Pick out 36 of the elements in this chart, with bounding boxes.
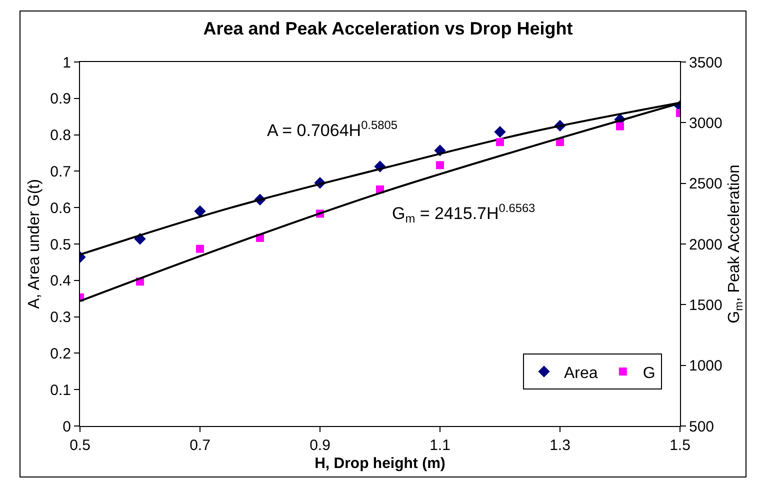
y-tick-label: 1 — [62, 54, 71, 72]
legend-label: G — [642, 364, 656, 382]
x-tick-label: 1.3 — [550, 437, 570, 454]
y2-tick-label: 1000 — [689, 358, 722, 375]
annotation: G$_{m}$ = 2415.7H$^{0.6563}$ — [392, 201, 536, 226]
x-tick-label: 0.9 — [310, 437, 330, 454]
y-tick-label: 0.7 — [50, 163, 71, 180]
point — [196, 244, 204, 253]
y-tick-label: 0.8 — [50, 127, 71, 144]
y-tick-label: 0.6 — [50, 200, 71, 217]
x-tick-label: 0.7 — [190, 437, 210, 454]
point — [616, 122, 624, 130]
y-tick-label: 0.3 — [50, 309, 71, 326]
x-tick-label: 1.1 — [430, 437, 450, 454]
point — [494, 126, 506, 138]
y2-tick-label: 3000 — [689, 114, 722, 132]
y2-tick-label: 2000 — [689, 236, 722, 254]
legend-label: Area — [564, 364, 598, 382]
y-tick-label: 0.1 — [50, 382, 71, 399]
annotation: A = 0.7064H$^{0.5805}$ — [267, 118, 398, 140]
x-tick-label: 1.5 — [670, 437, 690, 454]
chart-title: Area and Peak Acceleration vs Drop Height — [203, 18, 573, 38]
y-tick-label: 0.2 — [50, 345, 71, 362]
y-tick-label: 0.4 — [50, 272, 71, 290]
y2-tick-label: 3500 — [689, 54, 722, 72]
point — [194, 205, 206, 218]
point — [436, 161, 444, 170]
y2-tick-label: 2500 — [689, 176, 722, 193]
y-tick-label: 0.9 — [50, 90, 71, 108]
y-tick-label: 0 — [62, 418, 71, 436]
y-axis-title: A, Area under G(t) — [26, 179, 44, 309]
y-tick-label: 0.5 — [50, 236, 71, 254]
point — [496, 138, 504, 146]
x-axis-title: H, Drop height (m) — [314, 455, 446, 472]
y2-tick-label: 1500 — [689, 296, 722, 314]
y2-tick-label: 500 — [689, 418, 714, 436]
